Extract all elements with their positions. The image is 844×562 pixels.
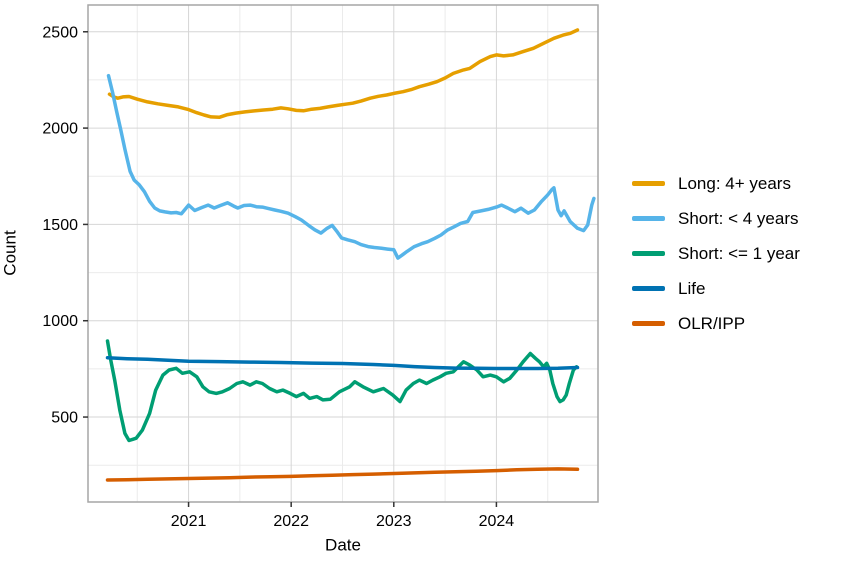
y-tick-label: 1500	[42, 217, 78, 234]
legend-item-short-under-1-year: Short: <= 1 year	[632, 236, 800, 271]
legend-key-line-icon	[632, 286, 665, 291]
legend-item-life: Life	[632, 271, 800, 306]
legend-key-line-icon	[632, 321, 665, 326]
legend: Long: 4+ years Short: < 4 years Short: <…	[632, 166, 800, 341]
legend-label: OLR/IPP	[678, 313, 746, 333]
legend-label: Long: 4+ years	[678, 173, 791, 193]
y-tick-label: 1000	[42, 313, 78, 330]
y-tick-label: 2500	[42, 24, 78, 41]
x-axis-title: Date	[325, 535, 361, 555]
series-line-short-4-years	[106, 73, 596, 260]
series-line-life	[105, 355, 580, 371]
legend-key-line-icon	[632, 216, 665, 221]
x-tick-label: 2023	[376, 513, 412, 530]
legend-item-olr-ipp: OLR/IPP	[632, 306, 800, 341]
panel-background	[88, 5, 598, 502]
y-tick-label: 500	[51, 410, 78, 427]
legend-key-line-icon	[632, 251, 665, 256]
series-line-short-1-year	[105, 339, 579, 443]
series-line-olr-ipp	[105, 467, 580, 482]
y-axis-title: Count	[0, 230, 20, 276]
legend-label: Short: <= 1 year	[678, 243, 800, 263]
legend-item-short-under-4-years: Short: < 4 years	[632, 201, 800, 236]
x-tick-label: 2024	[479, 513, 515, 530]
legend-label: Short: < 4 years	[678, 208, 799, 228]
legend-key-line-icon	[632, 181, 665, 186]
legend-label: Life	[678, 278, 706, 298]
x-tick-label: 2021	[171, 513, 207, 530]
y-tick-label: 2000	[42, 121, 78, 138]
series-line-long-4-years	[107, 28, 580, 120]
legend-item-long-4-years: Long: 4+ years	[632, 166, 800, 201]
x-tick-label: 2022	[273, 513, 309, 530]
panel-border	[87, 4, 599, 503]
